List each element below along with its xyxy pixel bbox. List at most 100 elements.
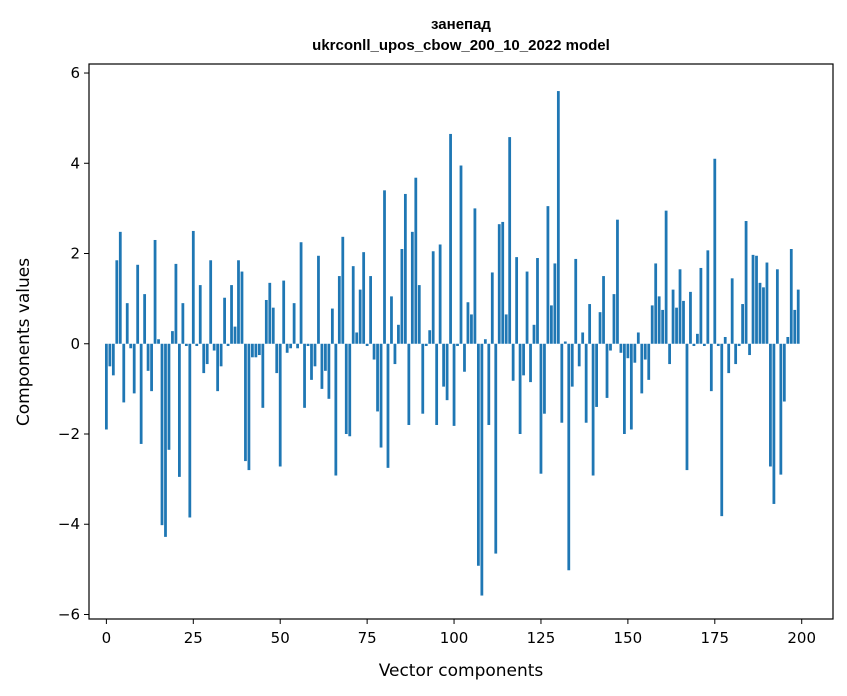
bar bbox=[654, 263, 658, 344]
bar bbox=[511, 343, 515, 381]
bar bbox=[661, 309, 665, 344]
bar bbox=[431, 251, 435, 344]
bar bbox=[191, 230, 195, 344]
bar bbox=[379, 343, 383, 448]
bar bbox=[146, 343, 150, 371]
bar bbox=[574, 258, 578, 344]
bar bbox=[442, 343, 446, 387]
bar bbox=[369, 276, 372, 344]
bar bbox=[556, 91, 560, 344]
bar bbox=[619, 343, 623, 353]
bar bbox=[254, 343, 258, 358]
bar bbox=[744, 221, 748, 344]
y-tick-label: −4 bbox=[58, 515, 80, 533]
bar bbox=[536, 258, 539, 344]
x-tick-label: 0 bbox=[102, 629, 112, 647]
bar bbox=[591, 343, 595, 476]
x-tick-label: 175 bbox=[700, 629, 729, 647]
bar bbox=[727, 343, 731, 374]
x-tick-label: 25 bbox=[184, 629, 203, 647]
bar bbox=[626, 343, 630, 359]
bar bbox=[463, 343, 466, 372]
y-axis-label: Components values bbox=[14, 258, 34, 426]
bar bbox=[494, 343, 498, 554]
bar bbox=[139, 343, 143, 444]
bar bbox=[539, 343, 543, 474]
bar bbox=[125, 303, 129, 344]
bar bbox=[501, 221, 505, 344]
bar bbox=[456, 343, 459, 347]
bar bbox=[758, 282, 762, 344]
bar bbox=[292, 303, 296, 344]
bar bbox=[567, 343, 571, 571]
bar bbox=[734, 343, 738, 365]
bar bbox=[104, 343, 108, 430]
bar bbox=[160, 343, 164, 526]
x-tick-label: 125 bbox=[527, 629, 556, 647]
bar bbox=[508, 137, 512, 344]
x-tick-label: 75 bbox=[358, 629, 377, 647]
bar bbox=[602, 276, 605, 344]
bar bbox=[278, 343, 282, 467]
bar bbox=[320, 343, 324, 389]
bar bbox=[330, 308, 334, 344]
bar bbox=[689, 291, 692, 344]
bar bbox=[543, 343, 546, 414]
bar bbox=[244, 343, 247, 462]
bar bbox=[473, 208, 477, 344]
bar bbox=[271, 307, 275, 344]
bar bbox=[682, 300, 685, 344]
bar bbox=[216, 343, 220, 392]
bar bbox=[230, 285, 233, 344]
bar bbox=[334, 343, 338, 476]
bar bbox=[685, 343, 689, 471]
bar bbox=[497, 224, 501, 344]
bar bbox=[143, 294, 147, 344]
bar bbox=[445, 343, 449, 401]
bar bbox=[118, 231, 122, 344]
bar bbox=[393, 343, 397, 365]
bar bbox=[174, 263, 178, 344]
bar bbox=[779, 343, 783, 475]
bar bbox=[108, 343, 112, 367]
bar bbox=[313, 343, 317, 367]
bar bbox=[303, 343, 306, 408]
bar bbox=[264, 299, 268, 344]
x-tick-label: 150 bbox=[614, 629, 643, 647]
bar bbox=[796, 289, 800, 344]
bar bbox=[157, 339, 160, 344]
y-tick-label: 0 bbox=[70, 335, 80, 353]
bar bbox=[755, 255, 758, 344]
bar bbox=[609, 343, 612, 351]
bar bbox=[629, 343, 633, 430]
bar bbox=[376, 343, 379, 412]
bar bbox=[181, 303, 185, 344]
bar bbox=[240, 271, 244, 344]
bar bbox=[702, 343, 706, 347]
bar bbox=[209, 260, 213, 344]
bar bbox=[365, 343, 369, 347]
bar bbox=[403, 193, 407, 344]
bar bbox=[671, 289, 675, 344]
bar bbox=[362, 252, 366, 344]
bar bbox=[251, 343, 254, 358]
bar bbox=[341, 236, 345, 344]
bar bbox=[129, 343, 133, 349]
bar bbox=[623, 343, 626, 434]
plot-frame bbox=[88, 63, 834, 620]
bar bbox=[132, 343, 136, 394]
bar bbox=[400, 249, 404, 344]
bar bbox=[678, 269, 682, 344]
bar bbox=[650, 305, 654, 344]
bar bbox=[317, 255, 320, 344]
y-tick-label: 4 bbox=[70, 154, 80, 172]
bar bbox=[633, 343, 637, 363]
bar bbox=[560, 343, 564, 423]
x-tick-label: 100 bbox=[440, 629, 469, 647]
bar bbox=[466, 302, 470, 344]
chart-title: занепад bbox=[431, 16, 491, 33]
bar bbox=[122, 343, 126, 403]
bar bbox=[296, 343, 299, 349]
bar bbox=[397, 324, 400, 344]
bar bbox=[765, 262, 769, 344]
